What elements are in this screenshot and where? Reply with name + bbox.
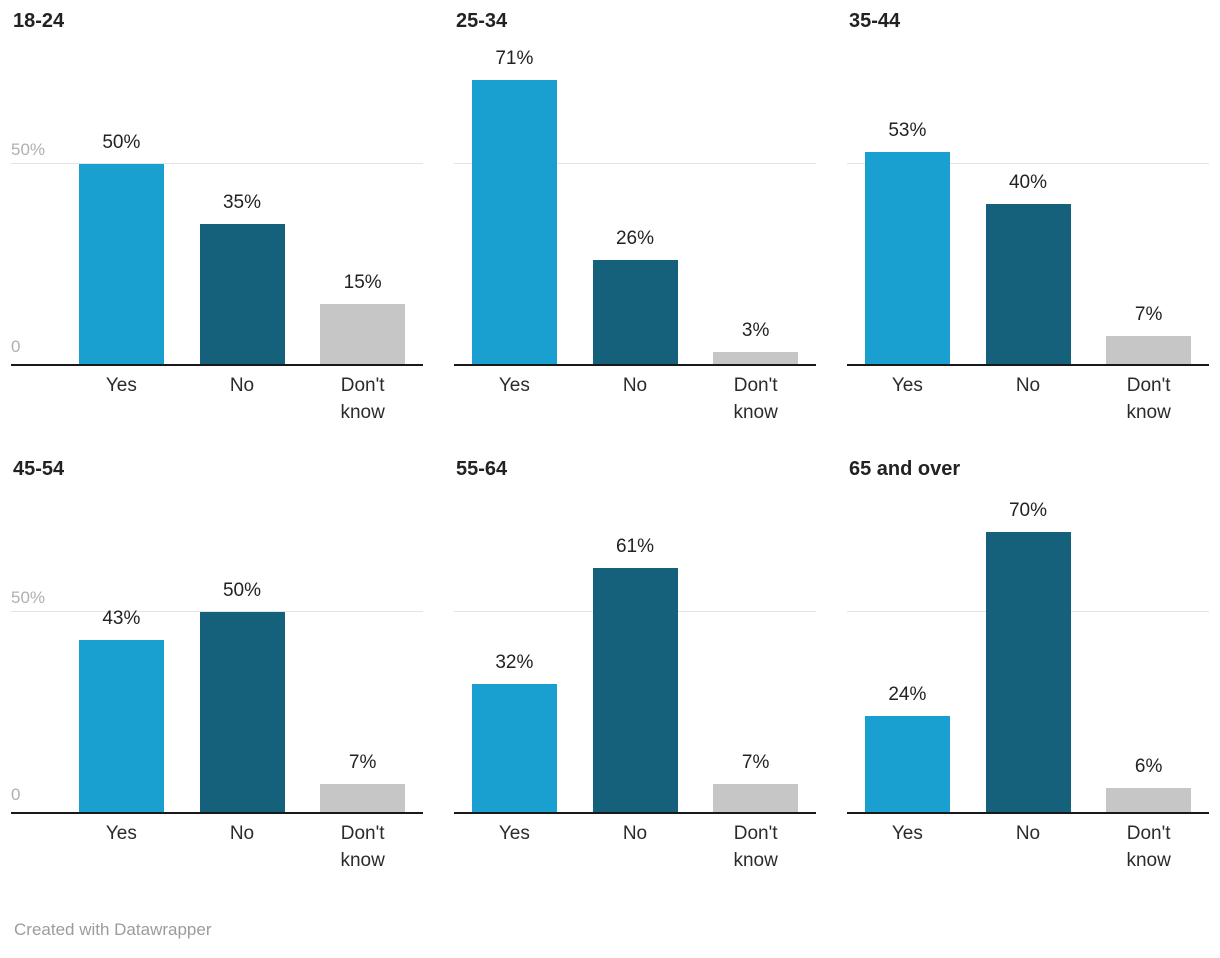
panel-title: 35-44 (849, 10, 901, 32)
category-label-yes: Yes (105, 823, 137, 844)
value-label-don-t-know: 15% (343, 272, 382, 293)
category-label-don-t-know: Don't know (340, 375, 385, 423)
x-baseline (11, 812, 423, 814)
category-label-don-t-know: Don't know (1126, 375, 1171, 423)
value-label-no: 26% (615, 228, 655, 249)
x-baseline (454, 364, 816, 366)
bar-no (199, 224, 285, 364)
value-label-yes: 32% (495, 652, 534, 673)
bar-don-t-know (713, 784, 799, 812)
value-label-no: 70% (1008, 500, 1048, 521)
bar-don-t-know (1106, 788, 1192, 812)
y-gridline-50 (11, 163, 423, 164)
category-label-yes: Yes (498, 375, 530, 396)
value-label-don-t-know: 7% (741, 752, 770, 773)
value-label-yes: 43% (102, 608, 141, 629)
bar-no (985, 532, 1071, 812)
x-baseline (454, 812, 816, 814)
category-label-no: No (1015, 823, 1041, 844)
category-label-yes: Yes (891, 375, 923, 396)
value-label-yes: 50% (102, 132, 141, 153)
y-tick-0: 0 (11, 337, 21, 356)
y-gridline-50 (11, 611, 423, 612)
bar-don-t-know (1106, 336, 1192, 364)
category-label-no: No (622, 375, 648, 396)
category-label-don-t-know: Don't know (340, 823, 385, 871)
bar-yes (864, 152, 950, 364)
value-label-yes: 53% (888, 120, 927, 141)
x-baseline (11, 364, 423, 366)
value-label-no: 61% (615, 536, 655, 557)
panel-title: 45-54 (13, 458, 65, 480)
category-label-yes: Yes (891, 823, 923, 844)
bar-yes (78, 164, 164, 364)
value-label-no: 50% (222, 580, 262, 601)
x-baseline (847, 364, 1209, 366)
category-label-no: No (1015, 375, 1041, 396)
value-label-no: 40% (1008, 172, 1048, 193)
value-label-don-t-know: 7% (1134, 304, 1163, 325)
value-label-don-t-know: 7% (348, 752, 377, 773)
value-label-don-t-know: 3% (741, 320, 770, 341)
category-label-yes: Yes (105, 375, 137, 396)
category-label-don-t-know: Don't know (1126, 823, 1171, 871)
bar-yes (471, 80, 557, 364)
x-baseline (847, 812, 1209, 814)
panel-35-44: 35-44 53% Yes 40% No 7% Don't know (847, 8, 1209, 430)
bar-yes (78, 640, 164, 812)
bar-don-t-know (713, 352, 799, 364)
panel-title: 18-24 (13, 10, 65, 32)
panel-55-64: 55-64 32% Yes 61% No 7% Don't know (454, 456, 816, 878)
value-label-no: 35% (222, 192, 262, 213)
y-tick-50: 50% (11, 140, 46, 159)
value-label-yes: 24% (888, 684, 927, 705)
panel-65-and-over: 65 and over 24% Yes 70% No 6% Don't know (847, 456, 1209, 878)
panel-title: 65 and over (849, 458, 961, 480)
value-label-don-t-know: 6% (1134, 756, 1163, 777)
y-gridline-50 (847, 163, 1209, 164)
y-tick-50: 50% (11, 588, 46, 607)
value-label-yes: 71% (495, 48, 534, 69)
category-label-yes: Yes (498, 823, 530, 844)
category-label-no: No (229, 823, 255, 844)
panel-45-54: 45-54 50% 0 43% Yes 50% No 7% Don't know (11, 456, 423, 878)
panel-title: 25-34 (456, 10, 508, 32)
category-label-no: No (229, 375, 255, 396)
bar-no (592, 260, 678, 364)
bar-don-t-know (320, 784, 406, 812)
panel-title: 55-64 (456, 458, 508, 480)
category-label-don-t-know: Don't know (733, 375, 778, 423)
bar-yes (471, 684, 557, 812)
bar-no (199, 612, 285, 812)
bar-no (592, 568, 678, 812)
y-gridline-50 (454, 163, 816, 164)
panel-18-24: 18-24 50% 0 50% Yes 35% No 15% Don't know (11, 8, 423, 430)
panel-25-34: 25-34 71% Yes 26% No 3% Don't know (454, 8, 816, 430)
bar-don-t-know (320, 304, 406, 364)
y-tick-0: 0 (11, 785, 21, 804)
category-label-no: No (622, 823, 648, 844)
bar-yes (864, 716, 950, 812)
datawrapper-credit: Created with Datawrapper (14, 920, 212, 939)
category-label-don-t-know: Don't know (733, 823, 778, 871)
bar-no (985, 204, 1071, 364)
